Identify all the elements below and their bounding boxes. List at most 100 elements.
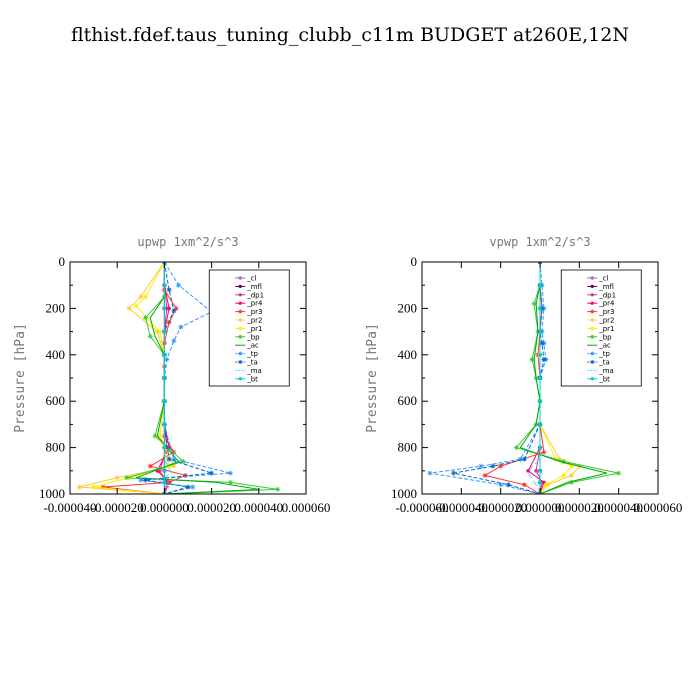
y-axis-label: Pressure [hPa] (13, 323, 28, 433)
data-point (534, 469, 538, 473)
data-point (490, 463, 496, 469)
data-point (209, 470, 215, 476)
data-point (538, 445, 542, 450)
data-point (114, 475, 120, 481)
data-point (541, 356, 547, 362)
series-line-pr1 (93, 262, 170, 494)
data-point (166, 287, 172, 293)
legend: _cl_mfl_dp1_pr4_pr3_pr2_pr1_bp_ac_tp_ta_… (208, 269, 290, 387)
data-point (147, 333, 153, 339)
data-point (100, 484, 106, 490)
y-axis-label: Pressure [hPa] (365, 323, 380, 433)
data-point (543, 482, 549, 488)
data-point (91, 484, 97, 490)
y-tick-label: 400 (46, 347, 66, 362)
legend-label: _cl (598, 275, 608, 283)
data-point (450, 470, 456, 476)
x-tick-label: -0.000020 (91, 500, 144, 515)
data-point (557, 456, 563, 462)
data-point (561, 472, 567, 478)
legend-marker (238, 309, 243, 314)
panel-title: upwp 1xm^2/s^3 (137, 235, 238, 249)
plot-area (427, 262, 622, 494)
data-point (568, 472, 574, 478)
legend-label: _ac (598, 342, 611, 350)
data-point (275, 486, 281, 492)
y-tick-label: 1000 (39, 486, 65, 501)
legend-marker (590, 276, 595, 280)
data-point (616, 470, 622, 476)
data-point (171, 338, 177, 344)
data-point (164, 356, 170, 362)
x-tick-label: 0.000060 (634, 500, 683, 515)
legend-marker (590, 284, 594, 288)
legend-marker (238, 351, 243, 356)
data-point (227, 479, 233, 485)
data-point (162, 399, 167, 404)
data-point (157, 433, 163, 439)
series-line-ta (145, 262, 212, 494)
y-tick-label: 800 (398, 440, 418, 455)
data-point (180, 459, 186, 465)
data-point (541, 449, 547, 455)
legend-marker (590, 351, 595, 356)
legend-label: _bt (598, 375, 610, 383)
y-tick-label: 600 (398, 393, 418, 408)
legend-label: _mfl (598, 283, 614, 291)
legend-marker (590, 301, 594, 305)
data-point (162, 480, 167, 485)
legend-label: _ta (246, 359, 258, 367)
data-point (427, 470, 433, 476)
legend-label: _pr1 (598, 325, 614, 333)
data-point (138, 477, 144, 483)
data-point (126, 305, 132, 311)
legend-marker (590, 309, 595, 314)
data-point (167, 306, 171, 311)
data-point (76, 484, 82, 490)
x-tick-label: -0.000040 (435, 500, 488, 515)
legend: _cl_mfl_dp1_pr4_pr3_pr2_pr1_bp_ac_tp_ta_… (560, 269, 642, 387)
legend-label: _pr4 (246, 300, 263, 308)
x-tick-label: -0.000040 (43, 500, 96, 515)
data-point (124, 475, 130, 481)
series-line-pr2 (79, 262, 175, 494)
legend-label: _ma (246, 367, 262, 375)
data-point (538, 480, 542, 485)
legend-label: _bp (598, 333, 612, 341)
data-point (478, 463, 484, 469)
legend-label: _pr1 (246, 325, 262, 333)
figure-title: flthist.fdef.taus_tuning_clubb_c11m BUDG… (71, 24, 629, 46)
data-point (190, 484, 196, 490)
y-tick-label: 0 (59, 254, 66, 269)
data-point (538, 283, 542, 288)
plot-area (76, 262, 281, 494)
legend-marker (238, 293, 242, 297)
data-point (513, 445, 519, 451)
data-point (482, 472, 488, 478)
legend-marker (590, 293, 594, 297)
legend-label: _ma (598, 367, 614, 375)
data-point (152, 433, 158, 439)
legend-box (560, 269, 642, 387)
legend-label: _ac (246, 342, 259, 350)
data-point (162, 353, 167, 357)
data-point (538, 376, 542, 380)
data-point (162, 376, 167, 380)
y-tick-label: 600 (46, 393, 66, 408)
data-point (162, 422, 167, 427)
data-point (133, 303, 139, 309)
legend-marker (590, 377, 594, 381)
legend-label: _bp (246, 333, 260, 341)
legend-label: _pr2 (246, 317, 262, 325)
y-tick-label: 400 (398, 347, 418, 362)
data-point (162, 306, 167, 311)
data-point (538, 399, 542, 404)
x-tick-label: -0.000020 (474, 500, 527, 515)
x-tick-label: 0.000000 (140, 500, 189, 515)
data-point (166, 456, 172, 462)
data-point (531, 301, 537, 307)
legend-marker (238, 334, 243, 339)
legend-label: _pr2 (598, 317, 614, 325)
legend-marker (590, 318, 595, 322)
data-point (517, 456, 523, 462)
